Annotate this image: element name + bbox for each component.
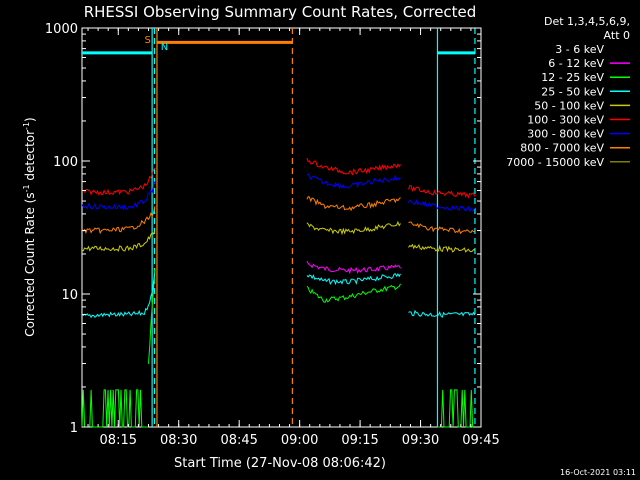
legend-label: 3 - 6 keV — [555, 43, 604, 56]
legend-label: 800 - 7000 keV — [520, 142, 604, 155]
series-line — [306, 196, 401, 212]
x-tick-label: 08:15 — [100, 433, 137, 448]
series-line — [408, 198, 476, 213]
series-line — [81, 389, 149, 428]
series-line — [306, 283, 401, 303]
y-tick-label: 10 — [61, 288, 78, 303]
annotation-label: N — [161, 42, 168, 53]
legend-title-detectors: Det 1,3,4,5,6,9, — [544, 15, 630, 28]
series-line — [408, 309, 476, 318]
series-line — [437, 389, 474, 428]
series-line — [81, 206, 156, 235]
y-axis-label-sup2: -1 — [22, 122, 31, 130]
annotation-label: S — [145, 35, 151, 46]
legend-label: 25 - 50 keV — [541, 85, 604, 98]
y-tick-label: 1000 — [45, 22, 78, 37]
legend-label: 6 - 12 keV — [548, 57, 604, 70]
y-tick-label: 1 — [70, 421, 78, 436]
series-line — [408, 243, 475, 253]
series-line — [306, 299, 373, 316]
series-line — [81, 181, 156, 211]
series-line — [81, 167, 156, 196]
x-tick-label: 09:00 — [281, 433, 318, 448]
series-line — [408, 185, 476, 199]
legend-label: 300 - 800 keV — [527, 128, 604, 141]
series-line — [306, 273, 401, 286]
legend-label: 50 - 100 keV — [534, 99, 604, 112]
y-axis-label-end: ) — [23, 117, 37, 122]
series-line — [148, 269, 156, 364]
legend-label: 12 - 25 keV — [541, 71, 604, 84]
x-axis-label: Start Time (27-Nov-08 08:06:42) — [174, 456, 386, 471]
y-axis-label: Corrected Count Rate (s-1 detector-1) — [22, 117, 37, 336]
series-line — [306, 157, 401, 176]
chart-title: RHESSI Observing Summary Count Rates, Co… — [84, 3, 477, 21]
legend-title-attenuator: Att 0 — [604, 29, 630, 42]
y-axis-label-mid: detector — [23, 130, 37, 185]
series-line — [306, 173, 401, 190]
legend-label: 7000 - 15000 keV — [506, 156, 604, 169]
axes: 1 10 100 1000 08:15 08:30 08:45 09:00 09:15 09:30… — [45, 22, 500, 448]
legend-label: 100 - 300 keV — [527, 114, 604, 127]
y-tick-label: 100 — [53, 155, 78, 170]
series-line — [306, 220, 401, 236]
x-tick-label: 09:30 — [402, 433, 439, 448]
y-axis-label-main: Corrected Count Rate (s — [23, 192, 37, 336]
x-tick-label: 08:30 — [160, 433, 197, 448]
x-tick-label: 09:45 — [462, 433, 499, 448]
x-tick-label: 09:15 — [341, 433, 378, 448]
series-line — [81, 273, 156, 319]
series-line — [306, 260, 401, 275]
y-axis-label-sup1: -1 — [22, 184, 31, 192]
series-group — [81, 157, 476, 428]
x-tick-label: 08:45 — [220, 433, 257, 448]
instrument-flags: SN — [82, 28, 476, 427]
plot-frame — [81, 27, 482, 428]
footer-timestamp: 16-Oct-2021 03:11 — [560, 468, 636, 477]
series-line — [81, 230, 156, 252]
series-line — [408, 221, 475, 235]
